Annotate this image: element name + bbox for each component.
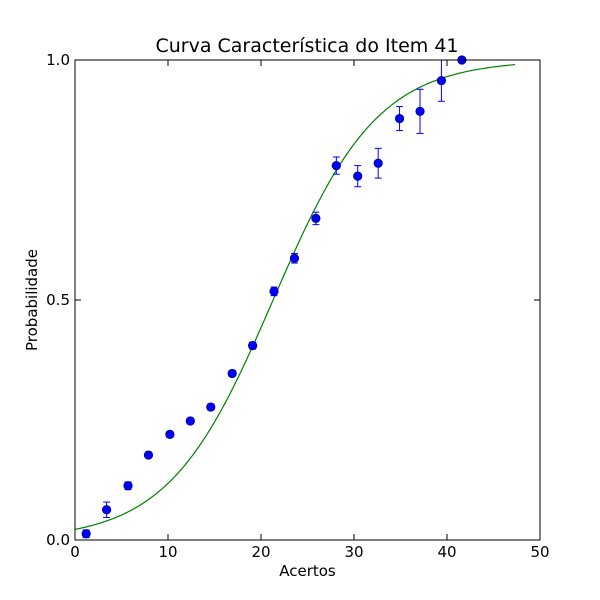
fitted-curve [74,64,515,530]
axis-ticks: 0 10 20 30 40 50 0.0 0.5 1.0 [46,51,549,561]
plot-frame [74,59,541,541]
data-point [269,286,279,296]
data-point [165,429,175,439]
data-point [415,106,425,116]
data-point [353,171,363,181]
chart-title: Curva Característica do Item 41 [155,35,458,57]
data-point [311,213,321,223]
data-point [248,340,258,351]
y-axis-label: Probabilidade [23,249,41,351]
data-point [81,529,91,539]
x-tick-label: 20 [251,543,270,561]
data-point [373,158,383,168]
data-point [394,113,405,124]
plot-area [74,55,515,539]
x-tick-label: 40 [437,543,456,561]
data-point [102,505,112,515]
data-point [123,481,133,491]
y-tick-label: 0.5 [46,291,70,309]
data-point [436,76,447,86]
data-point [331,161,341,171]
x-tick-label: 30 [344,543,363,561]
data-point [206,402,216,412]
data-point [185,416,195,426]
x-tick-label: 50 [530,543,549,561]
y-tick-label: 1.0 [46,51,70,69]
y-tick-label: 0.0 [46,531,70,549]
data-point [227,368,237,379]
x-tick-label: 0 [70,543,80,561]
x-axis-label: Acertos [279,562,336,580]
data-point [289,253,300,263]
data-point [143,450,154,460]
x-tick-label: 10 [158,543,177,561]
